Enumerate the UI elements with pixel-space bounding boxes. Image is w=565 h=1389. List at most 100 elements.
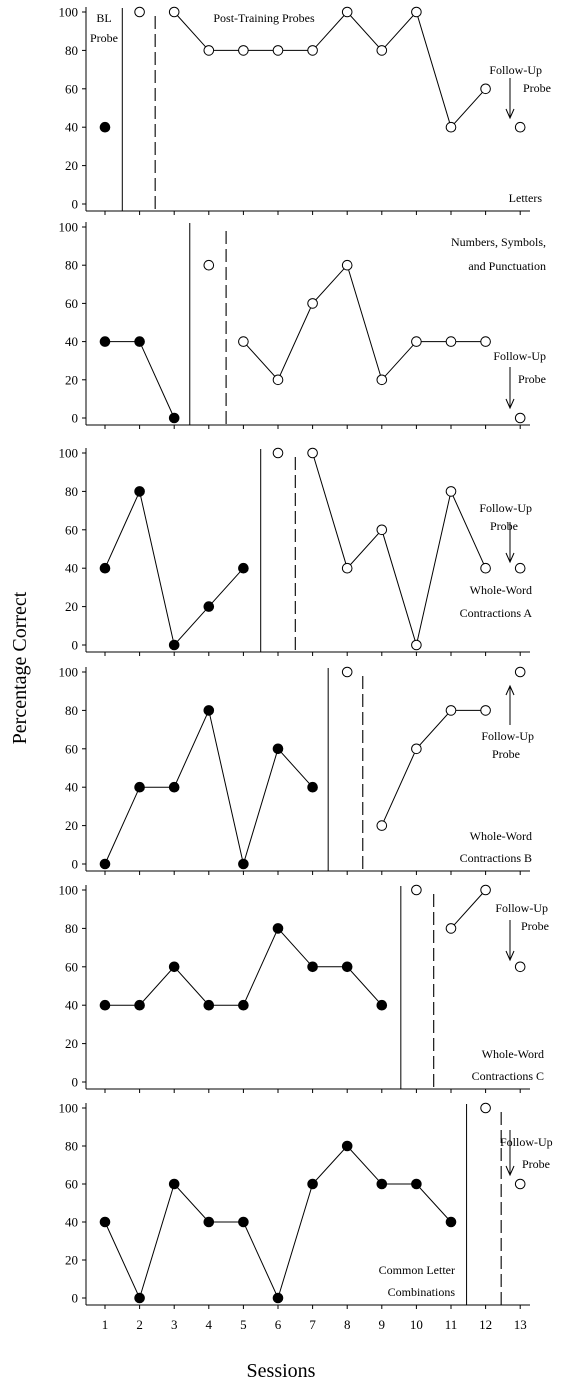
y-tick-label: 100 (59, 446, 79, 461)
y-tick-label: 100 (59, 220, 79, 235)
y-tick-label: 40 (65, 1215, 78, 1230)
y-tick-label: 80 (65, 921, 78, 936)
baseline-point (445, 1216, 457, 1228)
baseline-point (238, 999, 249, 1011)
baseline-point (341, 961, 353, 973)
annotation-text: Follow-Up (489, 63, 542, 77)
x-tick-label: 10 (410, 1317, 423, 1332)
y-tick-label: 20 (65, 599, 78, 614)
panel-label: Common Letter (379, 1263, 455, 1277)
panel-4: 0 20 40 60 80 100 Whole-Word Contractions B Foll… (59, 665, 534, 875)
post-training-point (445, 705, 457, 716)
post-training-point (411, 639, 422, 651)
follow-up-point (514, 562, 526, 574)
y-tick-label: 20 (65, 158, 78, 173)
panel-2: 0 20 40 60 80 100 Numbers, Symbols, and Punctua… (59, 220, 546, 429)
post-training-point (272, 374, 284, 386)
panel-label: Numbers, Symbols, (451, 235, 546, 249)
post-training-point (445, 923, 457, 934)
post-training-point (376, 524, 388, 536)
baseline-point (99, 858, 111, 870)
x-tick-label: 2 (136, 1317, 143, 1332)
baseline-point (238, 858, 249, 870)
baseline-point (307, 1178, 318, 1190)
y-tick-label: 80 (65, 484, 78, 499)
post-training-point (272, 447, 284, 459)
y-tick-label: 100 (59, 883, 79, 898)
baseline-point (134, 781, 145, 793)
y-tick-label: 20 (65, 1036, 78, 1051)
y-axis-title: Percentage Correct (9, 591, 31, 744)
post-training-point (168, 6, 180, 18)
baseline-point (168, 1178, 180, 1190)
post-training-point (341, 666, 353, 678)
arrow-head (505, 108, 515, 120)
follow-up-point (514, 1178, 526, 1190)
post-training-series-line (450, 889, 486, 929)
baseline-point (168, 412, 180, 424)
baseline-series-line (105, 927, 383, 1006)
post-training-series-line (243, 264, 486, 381)
post-training-series-line (173, 11, 486, 129)
post-training-point (445, 121, 457, 133)
post-training-point (341, 6, 353, 18)
x-tick-label: 7 (309, 1317, 316, 1332)
post-training-point (376, 374, 388, 386)
post-training-series-line (312, 452, 487, 647)
annotation-text: Probe (523, 81, 551, 95)
y-tick-label: 40 (65, 120, 78, 135)
annotation-text: Probe (521, 919, 549, 933)
y-tick-label: 20 (65, 818, 78, 833)
baseline-point (272, 743, 284, 755)
panel-label: Contractions B (460, 851, 532, 865)
panel-6: 0 20 40 60 80 100 Common Letter Combinations Fol… (59, 1101, 553, 1333)
y-tick-label: 60 (65, 296, 78, 311)
y-tick-label: 60 (65, 959, 78, 974)
panel-label: Whole-Word (470, 583, 532, 597)
follow-up-point (514, 961, 526, 973)
annotation-text: Probe (492, 747, 520, 761)
baseline-point (238, 562, 249, 574)
baseline-point (272, 1292, 284, 1304)
post-training-point (480, 1102, 491, 1114)
y-tick-label: 0 (72, 1075, 79, 1090)
post-training-point (272, 45, 284, 56)
post-training-point (376, 820, 388, 831)
post-training-point (480, 562, 491, 574)
annotation-text: Post-Training Probes (213, 11, 315, 25)
annotation-text: Probe (518, 372, 546, 386)
post-training-point (411, 884, 422, 896)
y-tick-label: 60 (65, 81, 78, 96)
post-training-point (341, 562, 353, 574)
post-training-point (445, 336, 457, 347)
baseline-series-line (105, 341, 175, 419)
post-training-point (376, 45, 388, 56)
panel-label: Contractions A (460, 606, 533, 620)
x-tick-label: 5 (240, 1317, 247, 1332)
baseline-point (99, 1216, 111, 1228)
baseline-point (272, 923, 284, 934)
annotation-text: Follow-Up (500, 1135, 553, 1149)
baseline-point (99, 121, 111, 133)
arrow-head (505, 552, 515, 564)
post-training-point (411, 6, 422, 18)
post-training-point (480, 705, 491, 716)
annotation-text: Follow-Up (495, 901, 548, 915)
follow-up-point (514, 666, 526, 678)
y-tick-label: 100 (59, 5, 79, 20)
y-tick-label: 0 (72, 411, 79, 426)
panel-label: Combinations (388, 1285, 456, 1299)
post-training-point (341, 259, 353, 271)
baseline-point (134, 336, 145, 347)
y-tick-label: 80 (65, 703, 78, 718)
annotation-text: Follow-Up (481, 729, 534, 743)
y-tick-label: 20 (65, 372, 78, 387)
y-tick-label: 40 (65, 998, 78, 1013)
panel-3: 0 20 40 60 80 100 Whole-Word Contractions A Foll… (59, 446, 533, 656)
post-training-point (445, 486, 457, 497)
baseline-point (238, 1216, 249, 1228)
follow-up-point (514, 412, 526, 424)
baseline-point (134, 999, 145, 1011)
y-tick-label: 0 (72, 857, 79, 872)
baseline-point (99, 336, 111, 347)
